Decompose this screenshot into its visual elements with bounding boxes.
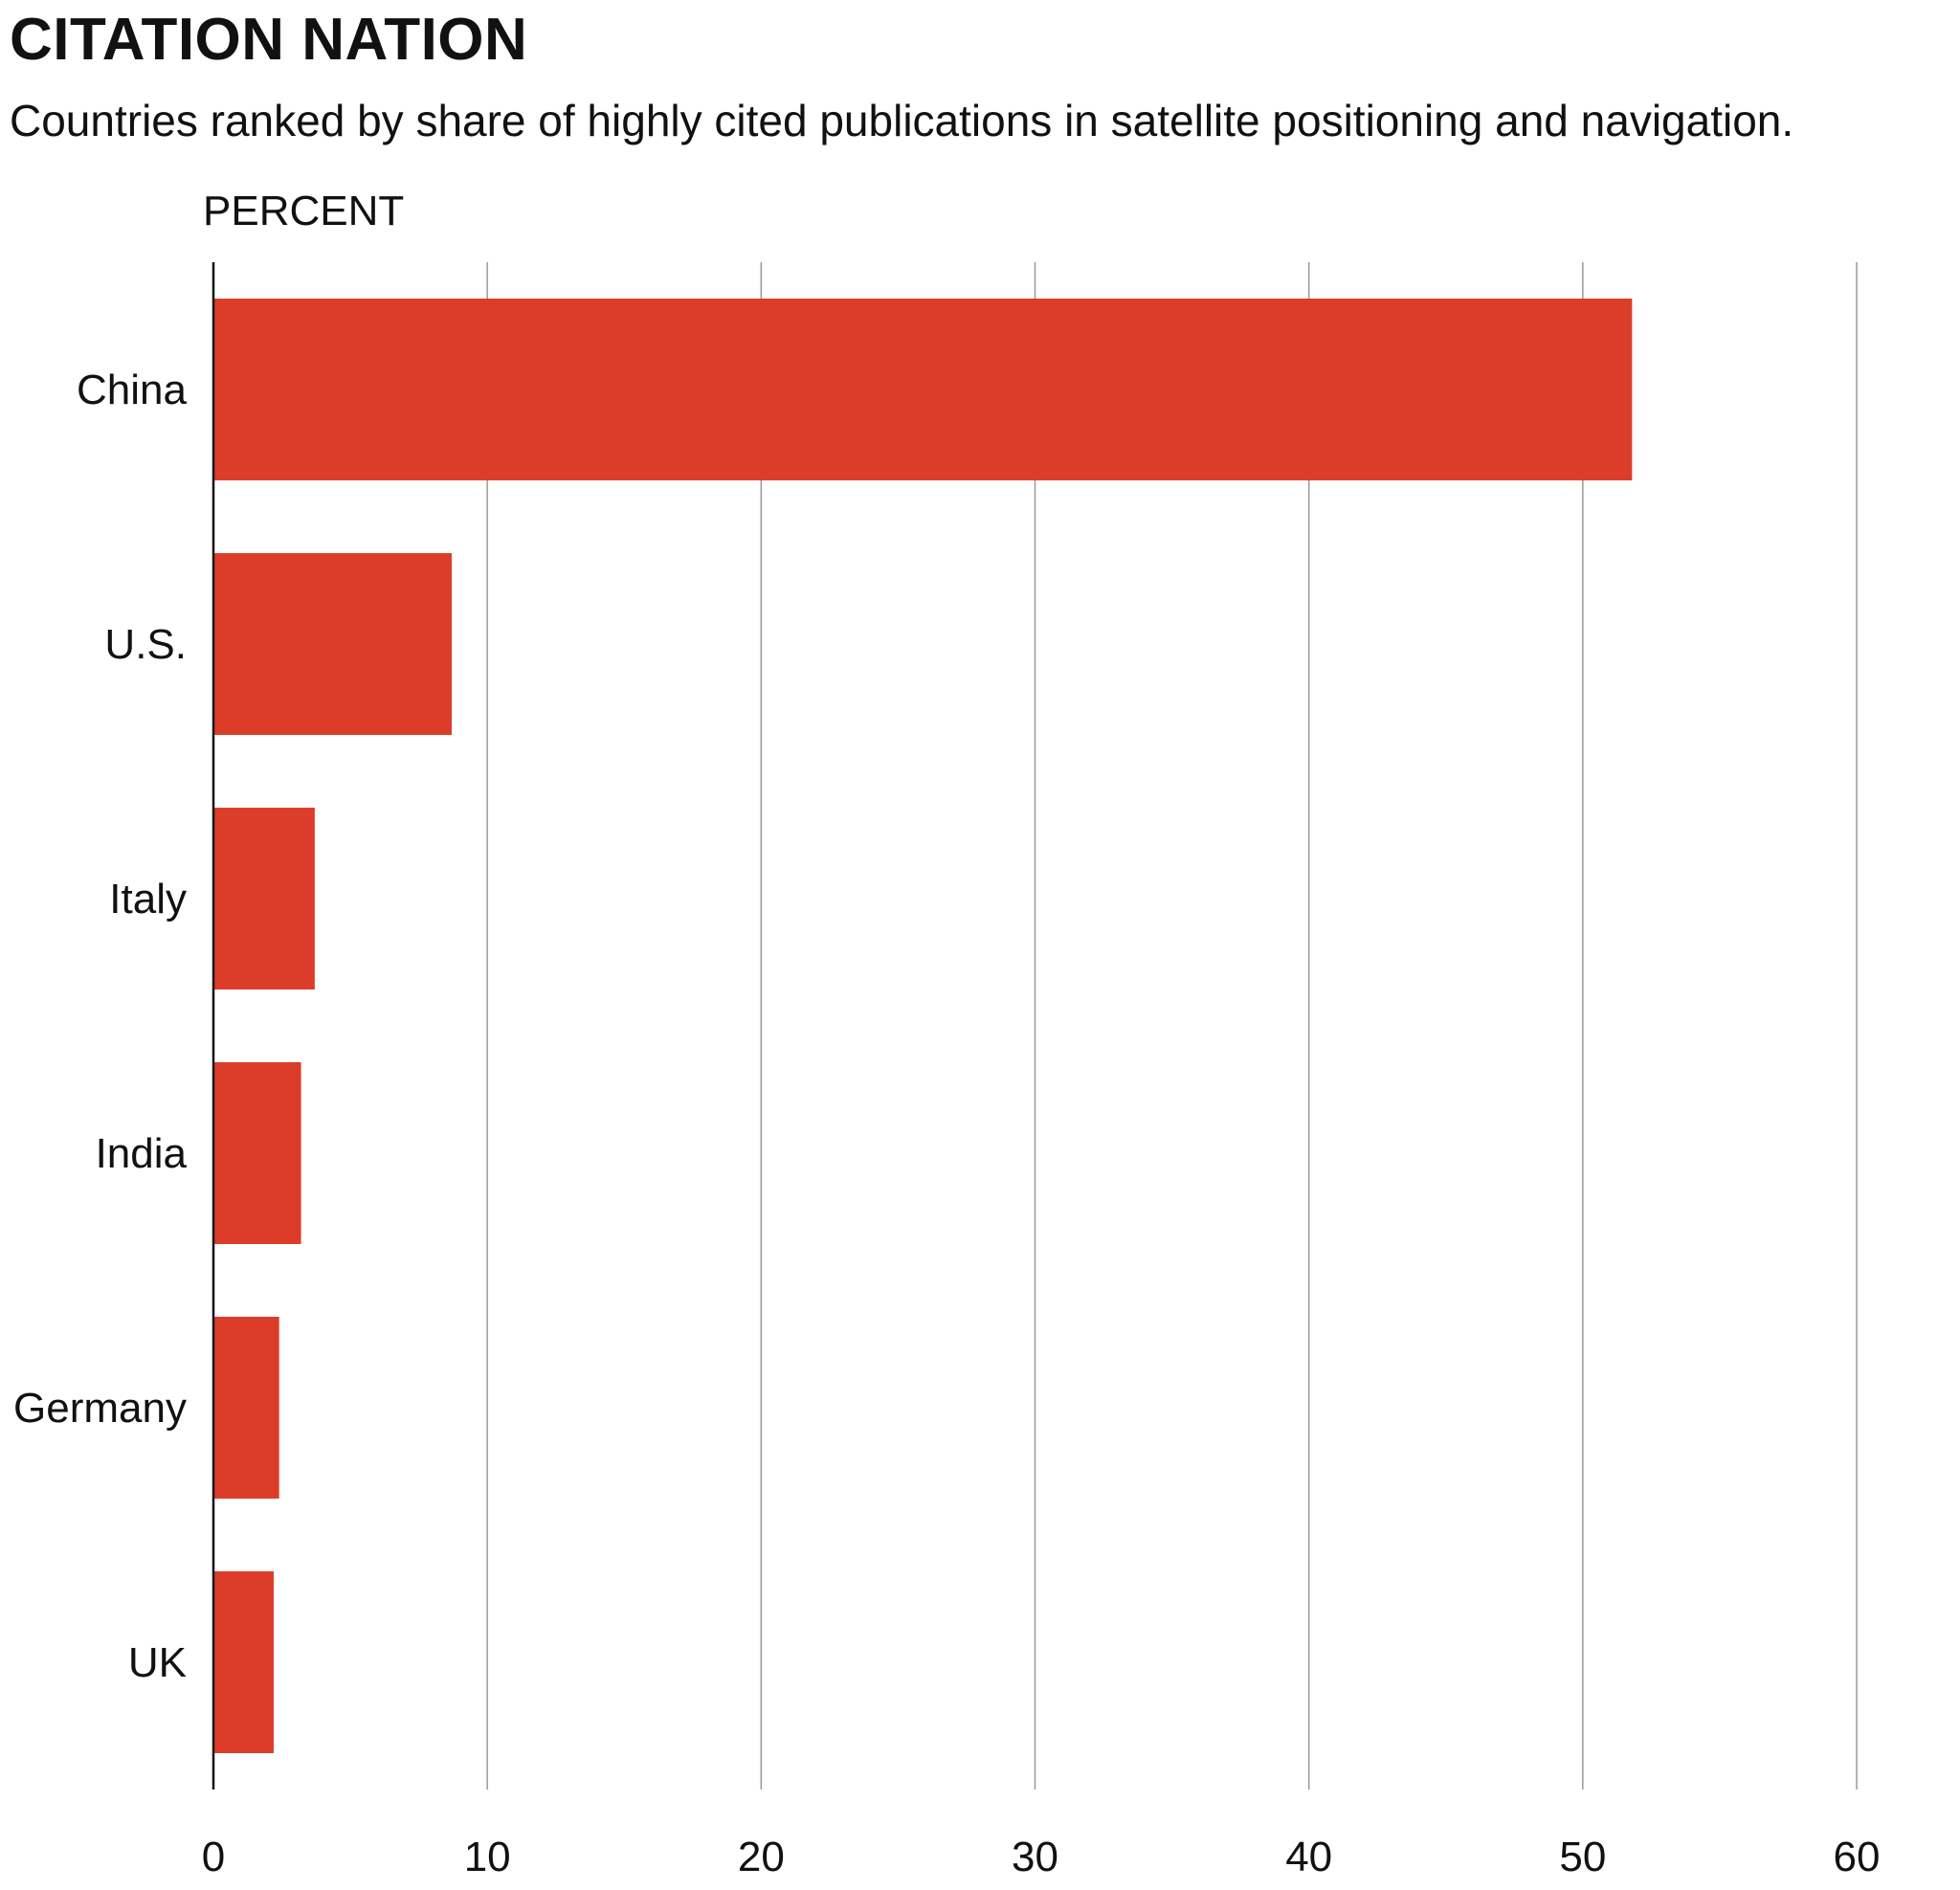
x-tick-label: 0 xyxy=(202,1834,225,1880)
x-tick-label: 50 xyxy=(1559,1834,1606,1880)
category-label: UK xyxy=(128,1639,187,1686)
category-labels: China U.S. Italy India Germany UK xyxy=(13,367,187,1686)
x-tick-label: 40 xyxy=(1285,1834,1332,1880)
bars xyxy=(213,299,1633,1753)
bar-uk xyxy=(213,1571,274,1753)
category-label: India xyxy=(96,1130,188,1177)
category-label: Italy xyxy=(109,876,187,923)
x-tick-label: 20 xyxy=(738,1834,785,1880)
x-tick-labels: 0 10 20 30 40 50 60 xyxy=(202,1834,1881,1880)
bar-germany xyxy=(213,1317,279,1499)
bar-india xyxy=(213,1062,301,1244)
x-tick-label: 60 xyxy=(1834,1834,1881,1880)
chart-subtitle: Countries ranked by share of highly cite… xyxy=(10,96,1794,145)
x-tick-label: 30 xyxy=(1012,1834,1058,1880)
category-label: China xyxy=(77,367,187,413)
axis-unit-label: PERCENT xyxy=(203,188,405,234)
bar-italy xyxy=(213,808,315,989)
category-label: Germany xyxy=(13,1385,187,1432)
gridlines xyxy=(486,262,1858,1790)
category-label: U.S. xyxy=(104,621,187,668)
bar-china xyxy=(213,299,1633,480)
bar-us xyxy=(213,553,452,735)
x-tick-label: 10 xyxy=(464,1834,511,1880)
chart-title: CITATION NATION xyxy=(10,7,528,73)
